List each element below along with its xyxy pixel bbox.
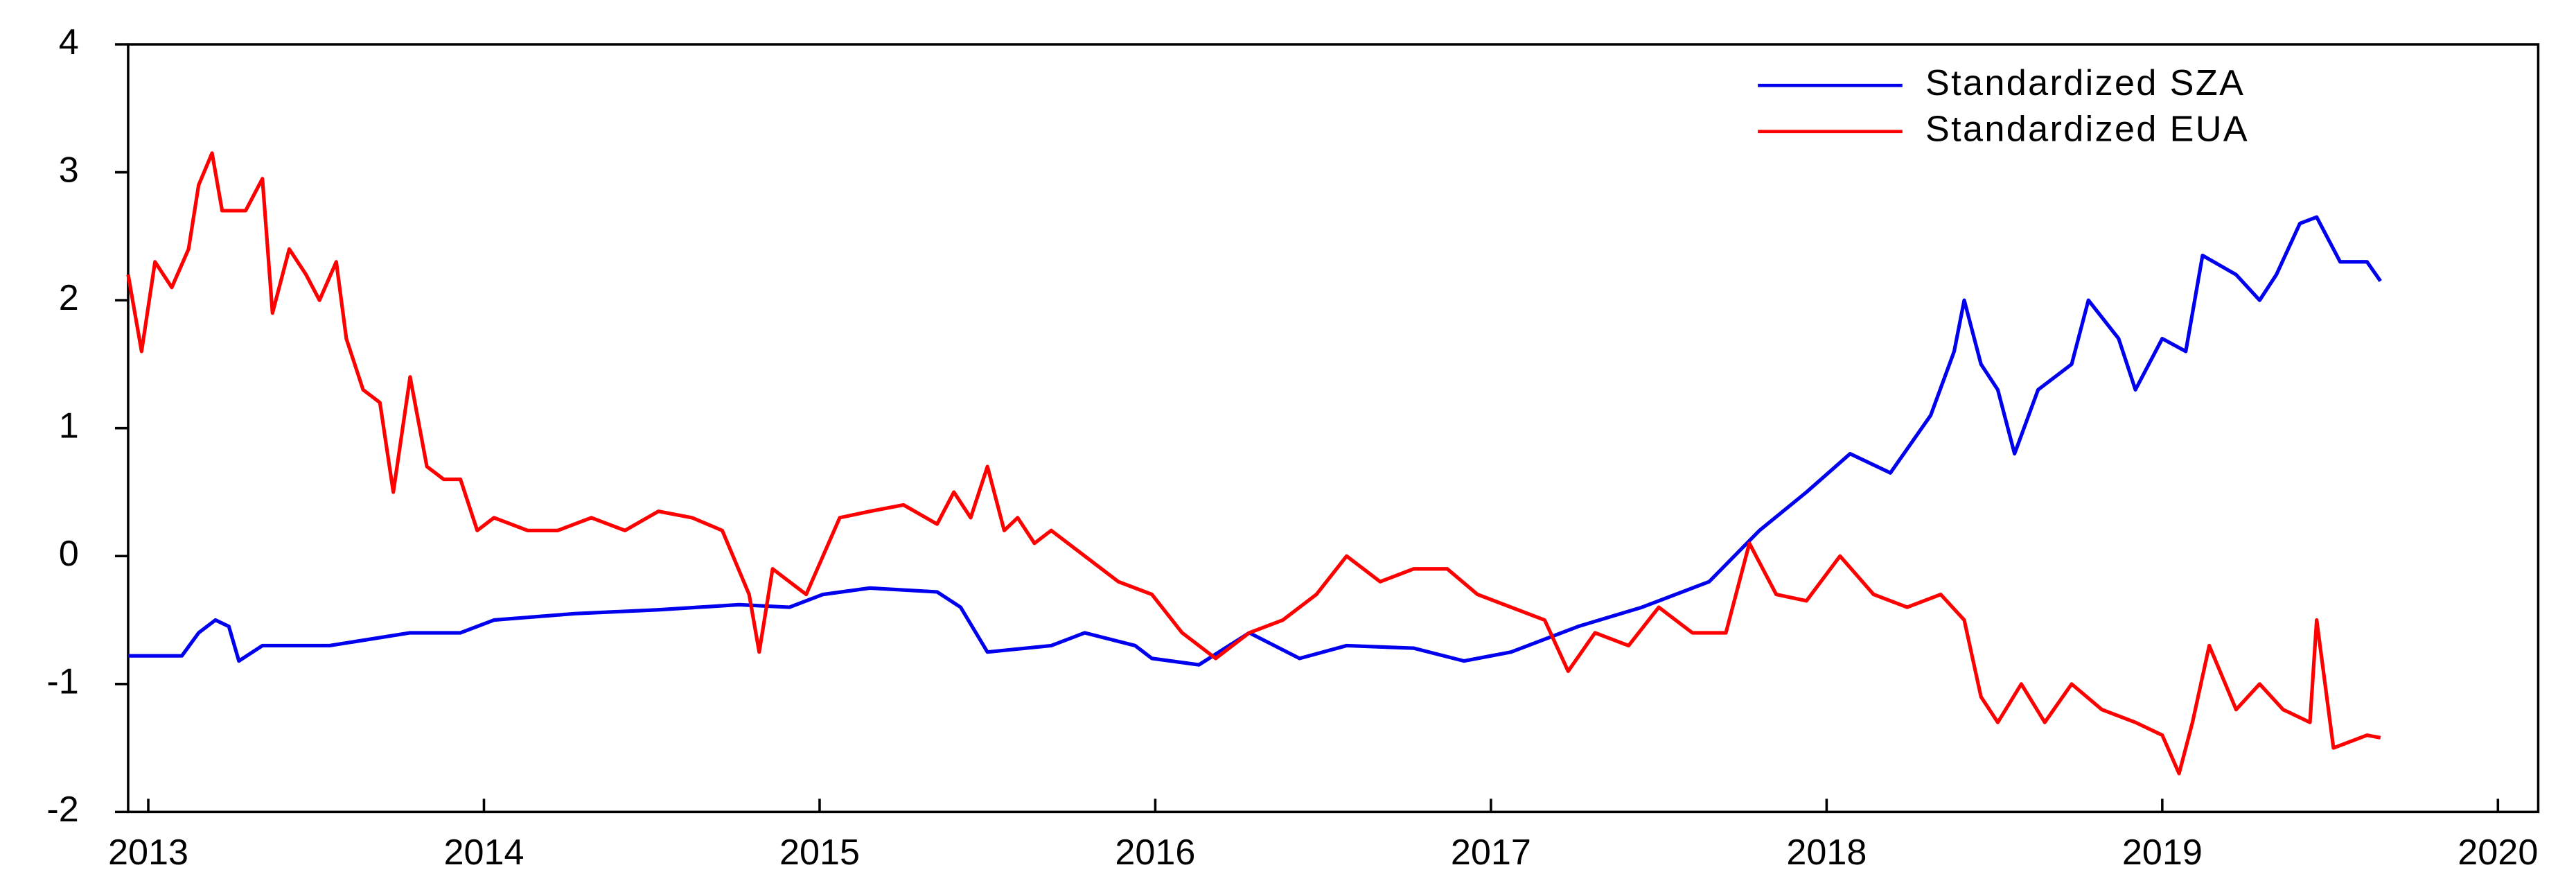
x-tick-label: 2018: [1786, 832, 1867, 873]
series-line: [126, 151, 2381, 776]
y-tick-label: -1: [46, 662, 78, 702]
series-line: [127, 215, 2382, 667]
x-tick-label: 2019: [2122, 832, 2203, 873]
legend-label: Standardized EUA: [1925, 109, 2249, 149]
plot-frame: [127, 43, 2540, 814]
x-tick-label: 2017: [1451, 832, 1531, 873]
x-tick-label: 2013: [108, 832, 188, 873]
x-tick-label: 2014: [443, 832, 524, 873]
y-tick-label: 2: [59, 278, 79, 318]
y-tick-label: 0: [59, 534, 79, 574]
x-tick-label: 2020: [2458, 832, 2538, 873]
y-tick-label: 1: [59, 405, 79, 446]
y-tick-label: -2: [46, 789, 78, 830]
legend-label: Standardized SZA: [1925, 63, 2245, 103]
x-tick-label: 2015: [779, 832, 860, 873]
y-tick-label: 3: [59, 150, 79, 190]
x-tick-label: 2016: [1115, 832, 1195, 873]
y-tick-label: 4: [59, 22, 79, 62]
